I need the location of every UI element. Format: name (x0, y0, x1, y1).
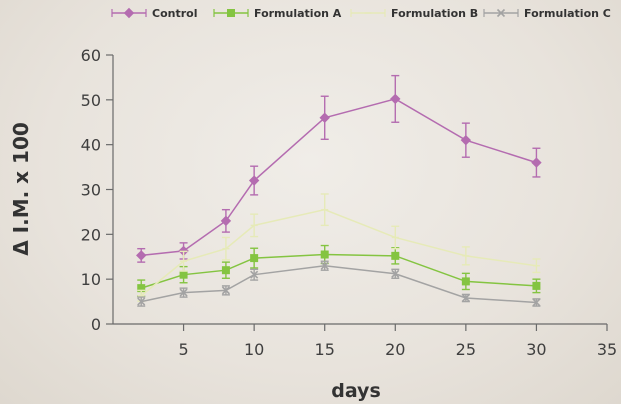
series-line (141, 98, 537, 257)
data-point (179, 270, 188, 279)
data-point (320, 250, 329, 259)
x-tick-label: 5 (178, 340, 188, 359)
y-tick-label: 50 (81, 91, 101, 110)
legend-label: Formulation C (524, 7, 611, 20)
data-point (532, 281, 541, 290)
y-tick-label: 0 (91, 315, 101, 334)
data-point (532, 298, 541, 307)
data-point (461, 277, 470, 286)
y-tick-label: 40 (81, 136, 101, 155)
legend-item: Control (111, 7, 197, 20)
x-tick-label: 35 (597, 340, 617, 359)
x-ticks: 5 10 15 20 25 30 35 (178, 324, 617, 359)
data-point (250, 270, 259, 279)
y-tick-label: 60 (81, 46, 101, 65)
series-line (140, 208, 537, 297)
series-control (136, 74, 542, 263)
legend-marker (123, 7, 135, 19)
legend-label: Control (152, 7, 197, 20)
series-formulation-b (137, 193, 541, 302)
data-point (391, 269, 400, 278)
y-axis-title: Δ I.M. x 100 (9, 122, 33, 256)
legend-item: Formulation A (213, 7, 342, 20)
data-point (248, 175, 260, 186)
x-axis-title: days (331, 380, 381, 402)
data-point (460, 134, 472, 146)
data-point (319, 112, 330, 123)
x-tick-label: 30 (526, 340, 546, 359)
legend-marker (496, 8, 506, 18)
data-point (391, 251, 400, 260)
data-point (531, 157, 542, 168)
data-point (221, 286, 230, 295)
legend: Control Formulation A Formulation B Formula… (111, 7, 611, 20)
data-point (320, 261, 329, 270)
data-point (461, 293, 470, 303)
y-ticks: 0 10 20 30 40 50 60 (81, 46, 113, 334)
series-formulation-c (137, 260, 541, 307)
x-tick-label: 25 (456, 340, 476, 359)
y-tick-label: 10 (81, 270, 101, 289)
data-point (221, 266, 230, 275)
legend-label: Formulation A (254, 7, 342, 20)
series-group (136, 74, 542, 307)
legend-marker (227, 9, 235, 17)
data-point (179, 288, 188, 297)
y-tick-label: 20 (81, 225, 101, 244)
data-point (250, 254, 259, 263)
x-tick-label: 20 (385, 340, 405, 359)
x-tick-label: 15 (315, 340, 335, 359)
legend-item: Formulation C (483, 7, 611, 20)
legend-item: Formulation B (350, 7, 478, 20)
series-line (141, 264, 537, 304)
series-line (141, 253, 537, 289)
y-tick-label: 30 (81, 181, 101, 200)
data-point (220, 215, 232, 227)
legend-label: Formulation B (391, 7, 478, 20)
x-tick-label: 10 (244, 340, 264, 359)
data-point (390, 93, 401, 105)
series-formulation-a (137, 244, 541, 297)
data-point (136, 250, 147, 261)
data-point (137, 297, 146, 306)
